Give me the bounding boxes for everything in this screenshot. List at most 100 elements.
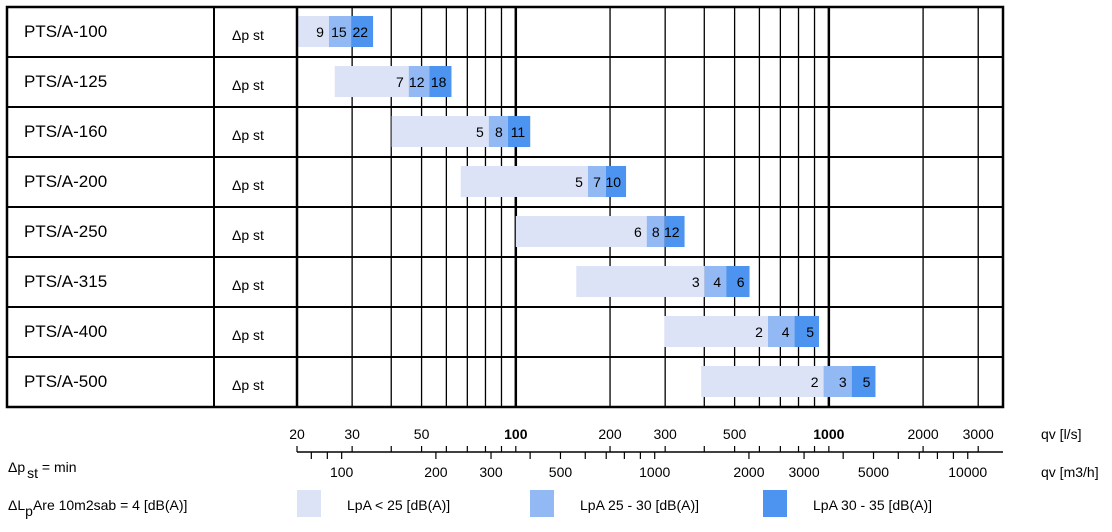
row-dp-label: Δp st (232, 277, 264, 293)
bar-segment (726, 266, 750, 297)
row-model-label: PTS/A-500 (24, 372, 107, 391)
bar-segment (646, 216, 665, 247)
x-tick-label-m3h: 300 (479, 464, 503, 480)
bar-value-label: 7 (396, 74, 404, 90)
bar-segment (297, 16, 329, 47)
bar-value-label: 18 (431, 74, 447, 90)
bar-value-label: 4 (713, 274, 721, 290)
legend-swatch-mid (530, 490, 554, 517)
x-tick-label-ls: 30 (344, 426, 360, 442)
bar-segment (664, 216, 685, 247)
x-tick-label-ls: 1000 (813, 426, 844, 442)
row-dp-label: Δp st (232, 377, 264, 393)
bar-value-label: 5 (806, 324, 814, 340)
note-dp-min: Δp st = min (8, 459, 77, 481)
bar-segment (460, 166, 588, 197)
x-tick-label-m3h: 5000 (858, 464, 889, 480)
note-dp-main: Δp (8, 459, 25, 475)
note-lp: ΔLpAre 10m2sab = 4 [dB(A)] (8, 497, 187, 519)
row-dp-label: Δp st (232, 127, 264, 143)
x-tick-label-m3h: 500 (549, 464, 573, 480)
bar-value-label: 5 (863, 374, 871, 390)
bar-segment (351, 16, 374, 47)
bar-value-label: 15 (331, 24, 347, 40)
bar-value-label: 3 (692, 274, 700, 290)
x-tick-label-ls: 20 (289, 426, 305, 442)
legend-label-mid: LpA 25 - 30 [dB(A)] (580, 497, 699, 513)
bar-segment (851, 366, 876, 397)
row-model-label: PTS/A-250 (24, 222, 107, 241)
x-tick-label-m3h: 1000 (639, 464, 670, 480)
x-unit-ls: qv [l/s] (1041, 426, 1081, 442)
bar-segment (587, 166, 606, 197)
bar-value-label: 22 (353, 24, 369, 40)
bar-value-label: 3 (839, 374, 847, 390)
bar-segment (823, 366, 852, 397)
x-tick-label-m3h: 10000 (948, 464, 987, 480)
bar-value-label: 9 (316, 24, 324, 40)
legend-label-high: LpA 30 - 35 [dB(A)] (813, 497, 932, 513)
bar-segment (515, 216, 647, 247)
bar-value-label: 8 (495, 124, 503, 140)
x-tick-label-ls: 2000 (908, 426, 939, 442)
note-lp-main: ΔL (8, 497, 25, 513)
row-model-label: PTS/A-315 (24, 272, 107, 291)
row-dp-label: Δp st (232, 227, 264, 243)
x-tick-label-ls: 3000 (963, 426, 994, 442)
bar-value-label: 8 (652, 224, 660, 240)
x-tick-label-ls: 300 (653, 426, 677, 442)
x-tick-label-m3h: 2000 (733, 464, 764, 480)
bar-segment (664, 316, 768, 347)
bar-segment (701, 366, 824, 397)
row-dp-label: Δp st (232, 327, 264, 343)
bar-value-label: 5 (476, 124, 484, 140)
bar-segment (391, 116, 489, 147)
row-model-label: PTS/A-125 (24, 72, 107, 91)
x-tick-label-m3h: 200 (424, 464, 448, 480)
row-dp-label: Δp st (232, 27, 264, 43)
bar-segment (488, 116, 508, 147)
row-model-label: PTS/A-160 (24, 122, 107, 141)
bar-segment (605, 166, 627, 197)
bar-value-label: 12 (664, 224, 680, 240)
bar-value-label: 5 (575, 174, 583, 190)
legend-swatch-high (763, 490, 787, 517)
row-model-label: PTS/A-400 (24, 322, 107, 341)
row-dp-label: Δp st (232, 177, 264, 193)
bar-segment (408, 66, 430, 97)
x-tick-label-ls: 50 (414, 426, 430, 442)
legend-label-low: LpA < 25 [dB(A)] (347, 497, 450, 513)
note-dp-sub: st (27, 465, 38, 481)
bar-value-label: 2 (755, 324, 763, 340)
bar-value-label: 2 (811, 374, 819, 390)
x-tick-label-ls: 200 (598, 426, 622, 442)
bar-value-label: 4 (782, 324, 790, 340)
bar-value-label: 6 (634, 224, 642, 240)
x-tick-label-m3h: 100 (330, 464, 354, 480)
bar-value-label: 12 (409, 74, 425, 90)
bar-segment (334, 66, 409, 97)
bar-segment (429, 66, 452, 97)
note-dp-tail: = min (38, 459, 77, 475)
x-tick-label-ls: 500 (723, 426, 747, 442)
note-lp-tail: Are 10m2sab = 4 [dB(A)] (33, 497, 187, 513)
x-tick-label-m3h: 3000 (788, 464, 819, 480)
bar-segment (704, 266, 727, 297)
bar-value-label: 11 (511, 124, 526, 140)
bar-segment (576, 266, 705, 297)
row-model-label: PTS/A-200 (24, 172, 107, 191)
table-frame (5, 5, 1005, 409)
bar-segment (507, 116, 531, 147)
row-model-label: PTS/A-100 (24, 22, 107, 41)
bar-value-label: 7 (593, 174, 601, 190)
note-lp-sub: p (25, 503, 33, 519)
bar-segment (328, 16, 352, 47)
x-unit-m3h: qv [m3/h] (1041, 464, 1099, 480)
bar-value-label: 10 (605, 174, 621, 190)
bar-value-label: 6 (737, 274, 745, 290)
bar-segment (767, 316, 795, 347)
row-dp-label: Δp st (232, 77, 264, 93)
bar-segment (794, 316, 819, 347)
